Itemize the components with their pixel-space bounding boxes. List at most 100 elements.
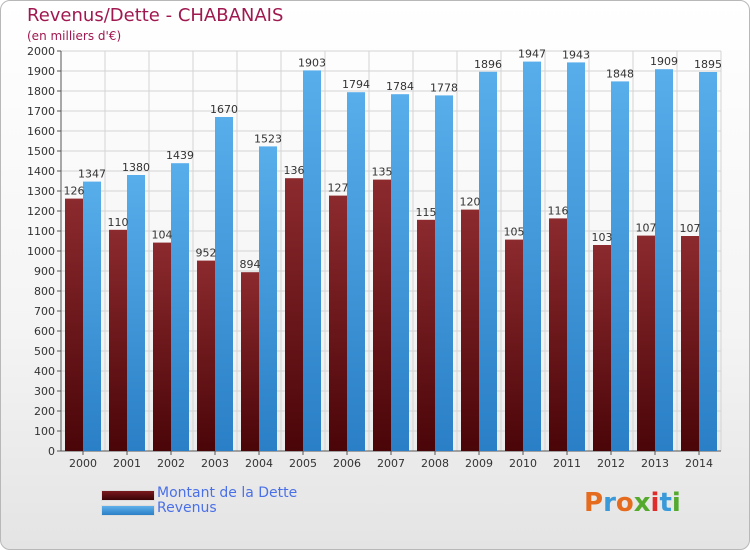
logo-letter: t (659, 488, 672, 518)
ytick-label-1200: 1200 (27, 205, 55, 218)
bar-revenus-2007 (391, 94, 409, 451)
ytick-label-1800: 1800 (27, 85, 55, 98)
ytick-label-200: 200 (34, 405, 55, 418)
bar-dette-2012 (593, 245, 611, 451)
ytick-label-600: 600 (34, 325, 55, 338)
data-label-dette-2004: 894 (240, 258, 261, 271)
ytick-label-1500: 1500 (27, 145, 55, 158)
logo-letter: r (603, 488, 616, 518)
bar-dette-2007 (373, 179, 391, 451)
bar-dette-2009 (461, 209, 479, 451)
legend-swatch-dette (101, 490, 155, 501)
xtick-label-2007: 2007 (377, 457, 405, 470)
bar-dette-2011 (549, 218, 567, 451)
ytick-label-1100: 1100 (27, 225, 55, 238)
bar-revenus-2012 (611, 81, 629, 452)
ytick-label-300: 300 (34, 385, 55, 398)
data-label-revenus-2014: 1895 (694, 58, 722, 71)
bar-revenus-2009 (479, 71, 497, 452)
xtick-label-2001: 2001 (113, 457, 141, 470)
data-label-revenus-2010: 1947 (518, 48, 546, 61)
bar-dette-2014 (681, 236, 699, 451)
data-label-revenus-2002: 1439 (166, 149, 194, 162)
xtick-label-2000: 2000 (69, 457, 97, 470)
bar-dette-2000 (65, 198, 83, 451)
bar-dette-2010 (505, 239, 523, 451)
ytick-label-1000: 1000 (27, 245, 55, 258)
ytick-label-0: 0 (48, 445, 55, 458)
xtick-label-2012: 2012 (597, 457, 625, 470)
bar-revenus-2014 (699, 72, 717, 451)
data-label-revenus-2008: 1778 (430, 81, 458, 94)
ytick-label-1600: 1600 (27, 125, 55, 138)
bar-revenus-2001 (127, 175, 145, 451)
data-label-dette-2013: 107 (636, 222, 657, 235)
bar-revenus-2010 (523, 61, 541, 451)
bar-dette-2001 (109, 229, 127, 451)
data-label-revenus-2003: 1670 (210, 103, 238, 116)
bar-dette-2013 (637, 235, 655, 451)
bar-dette-2005 (285, 178, 303, 451)
bar-dette-2004 (241, 272, 259, 451)
data-label-revenus-2009: 1896 (474, 58, 502, 71)
bar-dette-2008 (417, 219, 435, 451)
ytick-label-1900: 1900 (27, 65, 55, 78)
data-labels: 126 1347 110 1380 104 1439 952 1670 894 1523 136 19… (64, 48, 723, 272)
data-label-dette-2000: 126 (64, 185, 85, 198)
data-label-dette-2010: 105 (504, 226, 525, 239)
xtick-label-2009: 2009 (465, 457, 493, 470)
bar-revenus-2006 (347, 92, 365, 451)
data-label-revenus-2004: 1523 (254, 132, 282, 145)
ytick-label-700: 700 (34, 305, 55, 318)
data-label-revenus-2001: 1380 (122, 161, 150, 174)
ytick-label-500: 500 (34, 345, 55, 358)
xtick-label-2002: 2002 (157, 457, 185, 470)
logo-letter: P (584, 488, 604, 518)
ytick-label-1400: 1400 (27, 165, 55, 178)
xtick-label-2004: 2004 (245, 457, 273, 470)
ytick-label-2000: 2000 (27, 45, 55, 58)
data-label-revenus-2006: 1794 (342, 78, 370, 91)
legend-label-revenus: Revenus (157, 500, 217, 516)
bar-dette-2002 (153, 242, 171, 451)
bars (65, 61, 717, 452)
xtick-label-2010: 2010 (509, 457, 537, 470)
data-label-dette-2014: 107 (680, 222, 701, 235)
data-label-dette-2001: 110 (108, 216, 129, 229)
data-label-revenus-2007: 1784 (386, 80, 414, 93)
tick-labels: 0 100 200 300 400 500 600 700 800 900 1000 1100 1200… (27, 45, 713, 470)
ytick-label-1700: 1700 (27, 105, 55, 118)
logo-letter: x (633, 488, 651, 518)
data-label-dette-2002: 104 (152, 229, 173, 242)
data-label-dette-2007: 135 (372, 166, 393, 179)
xtick-label-2003: 2003 (201, 457, 229, 470)
xtick-label-2014: 2014 (685, 457, 713, 470)
bar-revenus-2000 (83, 181, 101, 451)
legend-label-dette: Montant de la Dette (157, 485, 298, 501)
ytick-label-100: 100 (34, 425, 55, 438)
xtick-label-2005: 2005 (289, 457, 317, 470)
data-label-revenus-2000: 1347 (78, 168, 106, 181)
logo-letter: i (650, 488, 660, 518)
xtick-label-2008: 2008 (421, 457, 449, 470)
bar-dette-2006 (329, 195, 347, 451)
bar-revenus-2005 (303, 70, 321, 452)
legend-swatch-revenus (101, 505, 155, 516)
bar-dette-2003 (197, 260, 215, 451)
data-label-revenus-2011: 1943 (562, 48, 590, 61)
ytick-label-1300: 1300 (27, 185, 55, 198)
xtick-label-2011: 2011 (553, 457, 581, 470)
data-label-revenus-2013: 1909 (650, 55, 678, 68)
bar-revenus-2013 (655, 69, 673, 451)
data-label-dette-2009: 120 (460, 196, 481, 209)
bar-revenus-2003 (215, 117, 233, 451)
data-label-dette-2008: 115 (416, 206, 437, 219)
data-label-dette-2003: 952 (196, 247, 217, 260)
chart-title: Revenus/Dette - CHABANAIS (27, 5, 284, 26)
proxiti-logo: Proxiti (584, 488, 681, 518)
xtick-label-2013: 2013 (641, 457, 669, 470)
ytick-label-400: 400 (34, 365, 55, 378)
bar-revenus-2002 (171, 163, 189, 451)
